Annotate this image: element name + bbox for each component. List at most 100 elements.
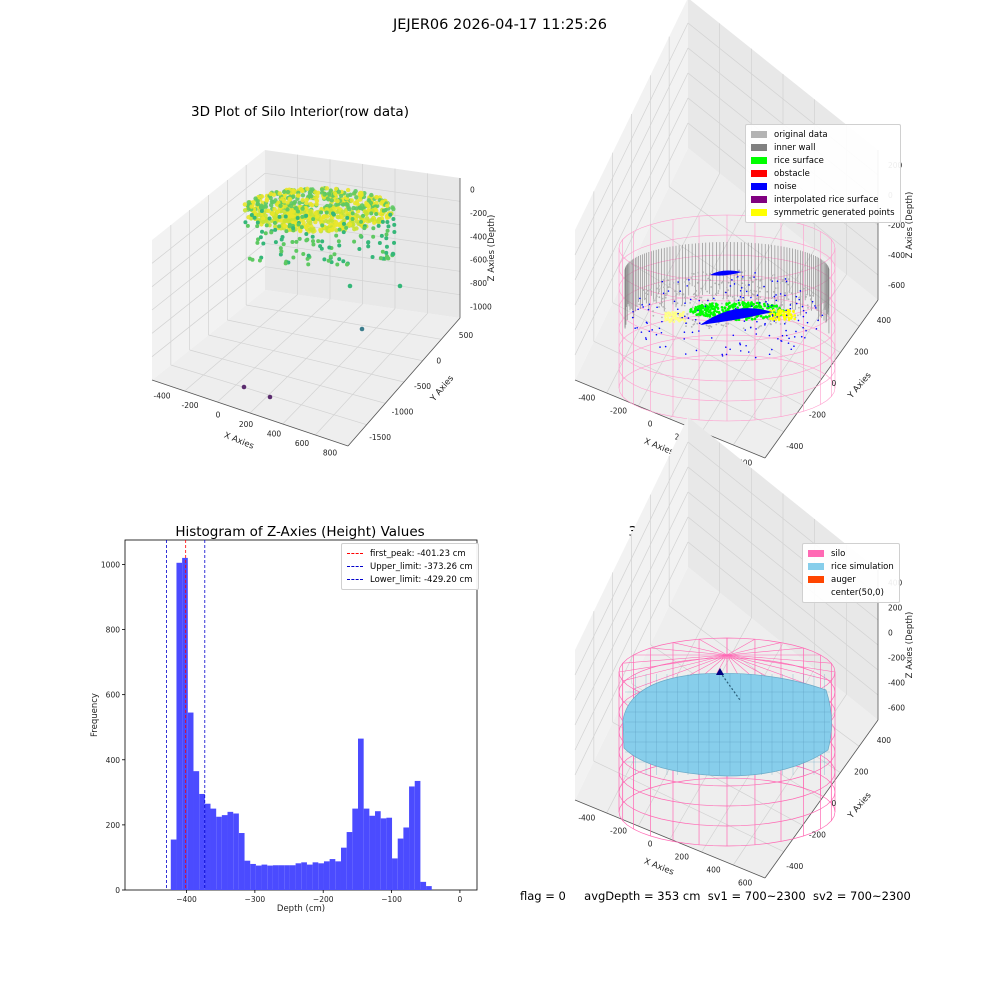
data-point — [679, 318, 683, 322]
data-point — [652, 314, 655, 317]
data-point — [776, 316, 778, 318]
data-point — [304, 200, 309, 206]
data-point — [392, 222, 397, 227]
data-point — [392, 240, 397, 245]
data-point — [787, 342, 790, 344]
histogram-bar — [375, 811, 381, 890]
chart2-legend: original data inner wall rice surface ob… — [745, 124, 901, 223]
x-tick-label: 600 — [738, 459, 753, 468]
data-point — [279, 249, 284, 254]
data-point — [347, 222, 353, 227]
legend-item-auger: auger — [808, 573, 894, 586]
data-point — [691, 319, 694, 322]
data-point — [282, 209, 287, 214]
data-point — [646, 322, 648, 324]
data-point — [781, 304, 784, 306]
data-point — [781, 280, 784, 283]
data-point — [667, 290, 670, 292]
data-point — [666, 311, 670, 315]
chart1-title: 3D Plot of Silo Interior(row data) — [191, 104, 409, 120]
data-point — [709, 311, 713, 315]
data-point — [721, 302, 723, 305]
data-point — [694, 297, 697, 300]
silo-roof-line — [618, 654, 728, 673]
data-point — [632, 310, 634, 313]
data-point — [319, 187, 325, 192]
x-tick-label: −400 — [176, 895, 197, 904]
data-point — [773, 273, 776, 276]
data-point — [755, 309, 758, 311]
histogram-bar — [187, 712, 194, 890]
data-point — [727, 281, 730, 284]
data-point — [384, 203, 390, 208]
data-point — [306, 262, 311, 267]
data-point — [689, 308, 692, 312]
data-point — [288, 203, 294, 209]
data-point — [785, 314, 788, 317]
data-point — [379, 233, 384, 238]
data-point — [675, 293, 678, 295]
data-point — [376, 223, 381, 228]
legend-item-inner-wall: inner wall — [751, 141, 895, 154]
data-point — [319, 206, 324, 212]
data-point — [336, 239, 341, 244]
data-point — [784, 321, 787, 324]
y-axis-line — [347, 317, 461, 447]
histogram-bar — [329, 859, 336, 890]
x-tick-label: 600 — [295, 439, 310, 448]
legend-swatch — [751, 183, 767, 190]
data-point — [651, 329, 653, 331]
data-point — [769, 312, 772, 316]
data-point — [261, 241, 266, 246]
data-point — [715, 323, 718, 326]
data-point — [283, 261, 288, 266]
data-point — [790, 315, 794, 318]
histogram-bar — [221, 815, 228, 890]
data-point — [721, 353, 724, 356]
x-axis-line — [574, 379, 766, 459]
data-point — [726, 311, 728, 313]
data-point — [352, 226, 357, 232]
data-point — [358, 233, 363, 238]
data-point — [797, 319, 800, 322]
data-point — [810, 291, 813, 294]
data-point — [338, 193, 344, 198]
data-point — [310, 234, 315, 239]
x-tick-label: 200 — [239, 420, 254, 429]
status-sv2: sv2 = 700~2300 — [812, 889, 911, 903]
histogram-bar — [204, 803, 211, 890]
data-point — [698, 296, 701, 299]
data-point — [710, 325, 713, 328]
histogram-bar — [352, 808, 359, 890]
data-point — [757, 285, 760, 288]
data-point — [691, 306, 694, 309]
data-point — [714, 299, 716, 302]
histogram-bar — [426, 886, 432, 890]
data-point — [775, 299, 778, 302]
y-tick-label: 0 — [832, 799, 837, 808]
data-point — [739, 289, 742, 292]
data-point — [358, 197, 363, 202]
data-point — [743, 301, 746, 305]
data-point — [717, 283, 720, 286]
data-point — [814, 305, 816, 307]
data-point — [332, 223, 338, 228]
data-point — [739, 342, 741, 344]
data-point — [255, 240, 260, 245]
histogram-bar — [176, 562, 183, 890]
data-point — [750, 296, 752, 299]
data-point — [324, 186, 330, 191]
data-point — [668, 314, 672, 318]
data-point — [698, 313, 702, 317]
histogram-bar — [233, 813, 239, 890]
data-point — [644, 337, 647, 339]
data-point — [755, 333, 758, 335]
data-point — [385, 228, 390, 233]
data-point — [278, 203, 283, 209]
data-point — [775, 305, 779, 308]
data-point — [285, 200, 290, 205]
y-axis-label: Y Axies — [846, 370, 874, 401]
data-point — [332, 252, 337, 257]
data-point — [345, 202, 350, 207]
data-point — [639, 297, 641, 300]
